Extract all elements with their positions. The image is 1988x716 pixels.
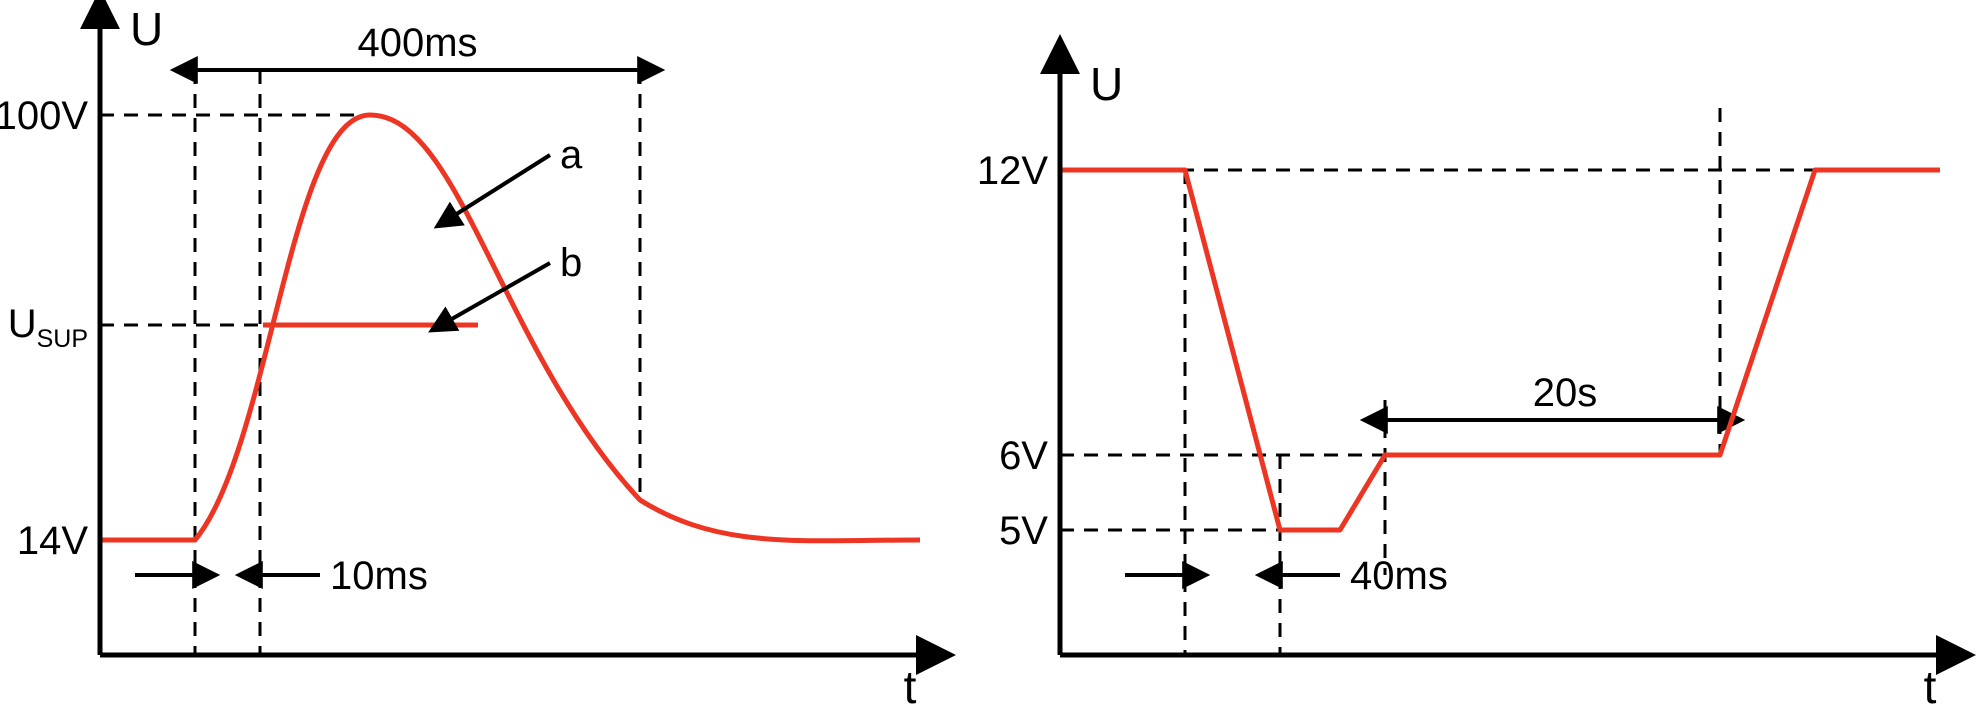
y-tick-label: 12V bbox=[977, 149, 1048, 193]
y-tick-label: 100V bbox=[0, 94, 88, 138]
y-axis-label: U bbox=[130, 3, 163, 55]
dim-label-10ms: 10ms bbox=[330, 554, 428, 598]
left-chart-svg: 14V USUP 100V 400ms 10ms Ut a b bbox=[0, 3, 920, 713]
left-chart: 14V USUP 100V 400ms 10ms Ut a b 5V 6V 12V 20s 40ms U… bbox=[0, 0, 1988, 716]
y-tick-label: 14V bbox=[17, 519, 88, 563]
dim-label-40ms: 40ms bbox=[1350, 554, 1448, 598]
dim-label-400ms: 400ms bbox=[357, 21, 477, 65]
y-tick-label: USUP bbox=[8, 302, 88, 353]
callout-b: b bbox=[560, 241, 582, 285]
dim-label-20s: 20s bbox=[1533, 371, 1598, 415]
callout-a: a bbox=[560, 133, 583, 177]
y-axis-label: U bbox=[1090, 58, 1123, 110]
y-tick-label: 5V bbox=[999, 509, 1048, 553]
curve bbox=[1060, 170, 1940, 530]
right-chart-svg: 5V 6V 12V 20s 40ms Ut bbox=[977, 58, 1940, 713]
x-axis-label: t bbox=[904, 661, 917, 713]
x-axis-label: t bbox=[1924, 661, 1937, 713]
y-tick-label: 6V bbox=[999, 434, 1048, 478]
